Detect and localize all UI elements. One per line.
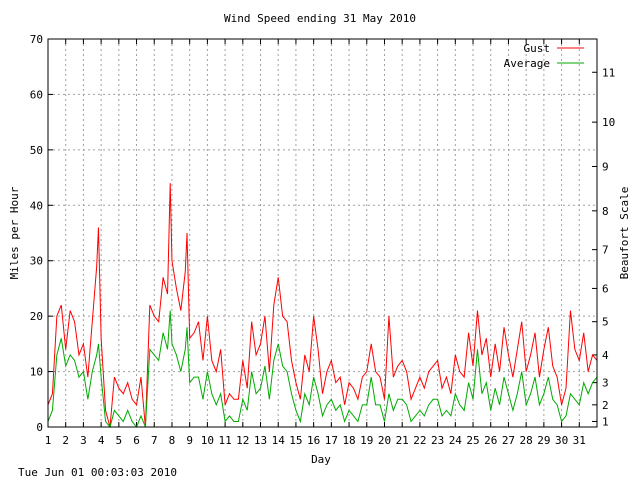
x-tick-label: 11 — [218, 434, 231, 447]
x-tick-label: 13 — [254, 434, 267, 447]
y-tick-label: 10 — [30, 366, 43, 379]
x-tick-label: 8 — [169, 434, 176, 447]
series-lines — [47, 183, 598, 429]
y-tick-label: 50 — [30, 144, 43, 157]
x-tick-label: 28 — [520, 434, 533, 447]
x-tick-label: 2 — [62, 434, 69, 447]
x-tick-label: 19 — [360, 434, 373, 447]
x-tick-label: 1 — [45, 434, 52, 447]
x-tick-label: 5 — [116, 434, 123, 447]
y2-axis-label: Beaufort Scale — [618, 187, 631, 280]
x-tick-label: 16 — [307, 434, 320, 447]
x-tick-label: 29 — [537, 434, 550, 447]
series-line-gust — [47, 183, 598, 428]
x-tick-label: 3 — [80, 434, 87, 447]
beaufort-tick-label: 6 — [602, 282, 609, 295]
y-tick-label: 40 — [30, 199, 43, 212]
x-tick-label: 17 — [325, 434, 338, 447]
series-line-average — [47, 310, 598, 429]
y-tick-label: 30 — [30, 255, 43, 268]
plot-frame — [47, 38, 598, 428]
beaufort-tick-label: 5 — [602, 316, 609, 329]
beaufort-tick-label: 1 — [602, 415, 609, 428]
y-tick-label: 20 — [30, 310, 43, 323]
x-axis-label: Day — [311, 453, 331, 466]
beaufort-tick-label: 7 — [602, 244, 609, 257]
x-tick-label: 18 — [342, 434, 355, 447]
x-tick-label: 23 — [431, 434, 444, 447]
beaufort-tick-label: 3 — [602, 377, 609, 390]
x-tick-label: 15 — [289, 434, 302, 447]
x-tick-label: 7 — [151, 434, 158, 447]
x-tick-label: 6 — [133, 434, 140, 447]
x-tick-label: 26 — [484, 434, 497, 447]
y-tick-label: 70 — [30, 33, 43, 46]
legend: Gust Average — [504, 42, 584, 70]
x-tick-label: 12 — [236, 434, 249, 447]
x-tick-label: 4 — [98, 434, 105, 447]
axes: 1 2 3 4 5 6 7 8 9 10 11 12 13 14 15 16 17 18 19 20 21 22 23 24 2… — [30, 33, 616, 447]
x-tick-label: 22 — [413, 434, 426, 447]
x-tick-label: 14 — [272, 434, 286, 447]
legend-label-gust: Gust — [524, 42, 551, 55]
x-tick-label: 21 — [396, 434, 409, 447]
x-tick-label: 31 — [573, 434, 586, 447]
legend-label-average: Average — [504, 57, 550, 70]
x-tick-label: 25 — [466, 434, 479, 447]
x-tick-label: 9 — [186, 434, 193, 447]
timestamp: Tue Jun 01 00:03:03 2010 — [18, 466, 177, 479]
beaufort-tick-label: 9 — [602, 160, 609, 173]
x-tick-label: 30 — [555, 434, 568, 447]
x-tick-label: 24 — [449, 434, 463, 447]
x-tick-label: 10 — [201, 434, 214, 447]
y-tick-label: 0 — [36, 421, 43, 434]
beaufort-tick-label: 11 — [602, 66, 615, 79]
y-axis-label: Miles per Hour — [8, 186, 21, 279]
beaufort-tick-label: 8 — [602, 205, 609, 218]
beaufort-tick-label: 2 — [602, 399, 609, 412]
x-tick-label: 20 — [378, 434, 391, 447]
beaufort-tick-label: 10 — [602, 116, 615, 129]
beaufort-tick-label: 4 — [602, 349, 609, 362]
x-tick-label: 27 — [502, 434, 515, 447]
y-tick-label: 60 — [30, 88, 43, 101]
grid-lines — [48, 39, 597, 427]
chart-title: Wind Speed ending 31 May 2010 — [224, 12, 416, 25]
